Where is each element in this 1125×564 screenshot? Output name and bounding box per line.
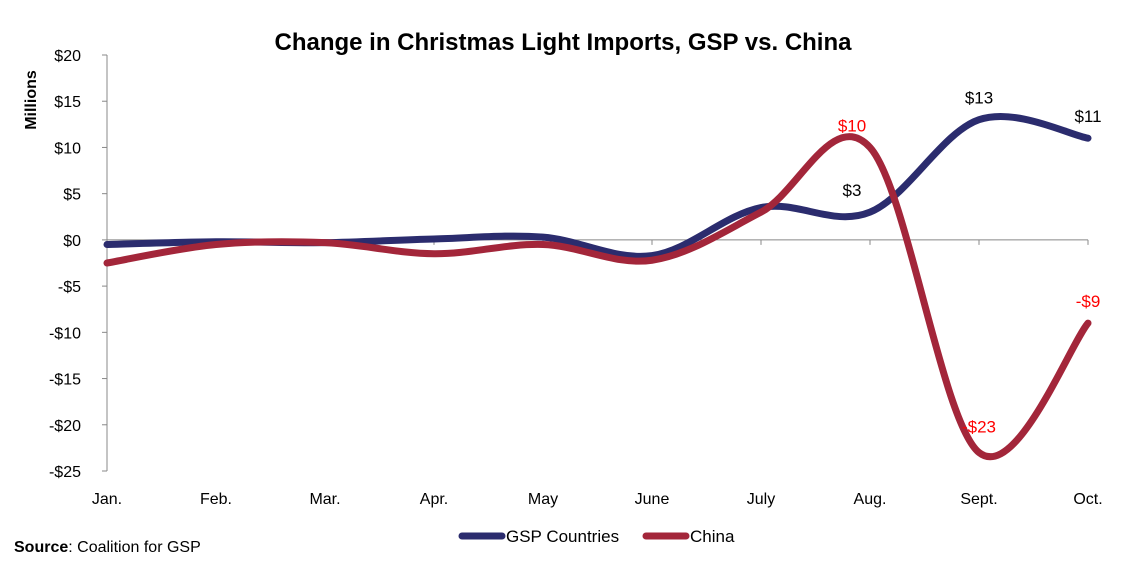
data-label: $10 <box>838 116 866 135</box>
y-tick-label: $10 <box>54 140 81 157</box>
source-note: Source: Coalition for GSP <box>14 539 201 556</box>
y-tick-label: -$25 <box>49 464 81 481</box>
x-tick-label: Aug. <box>854 491 887 508</box>
x-tick-label: May <box>528 491 558 508</box>
legend: GSP Countries China <box>458 527 735 546</box>
legend-label-china: China <box>690 527 735 546</box>
source-text: : Coalition for GSP <box>68 539 201 556</box>
chart-title: Change in Christmas Light Imports, GSP v… <box>275 29 853 56</box>
x-tick-label: July <box>747 491 775 508</box>
x-tick-label: Oct. <box>1073 491 1102 508</box>
x-tick-label: Mar. <box>309 491 340 508</box>
data-label: $11 <box>1074 107 1101 126</box>
y-tick-label: $15 <box>54 94 81 111</box>
x-tick-label: Jan. <box>92 491 122 508</box>
x-tick-label: Feb. <box>200 491 232 508</box>
source-label: Source <box>14 539 68 556</box>
series-line-gsp <box>103 112 1092 260</box>
y-tick-label: -$15 <box>49 372 81 389</box>
y-tick-label: $20 <box>54 48 81 65</box>
y-tick-label: $0 <box>63 233 81 250</box>
legend-label-gsp: GSP Countries <box>506 527 619 546</box>
x-tick-label: Apr. <box>420 491 448 508</box>
data-label: $13 <box>965 89 993 108</box>
data-label: -$9 <box>1076 292 1101 311</box>
x-tick-label: Sept. <box>960 491 997 508</box>
y-tick-label: -$20 <box>49 418 81 435</box>
x-tick-label: June <box>635 491 670 508</box>
series-line-china <box>103 133 1092 460</box>
y-tick-label: -$5 <box>58 279 81 296</box>
data-label: -$23 <box>962 418 996 437</box>
y-tick-label: -$10 <box>49 325 81 342</box>
y-axis-label: Millions <box>23 70 40 130</box>
y-tick-label: $5 <box>63 187 81 204</box>
data-label: $3 <box>843 181 862 200</box>
